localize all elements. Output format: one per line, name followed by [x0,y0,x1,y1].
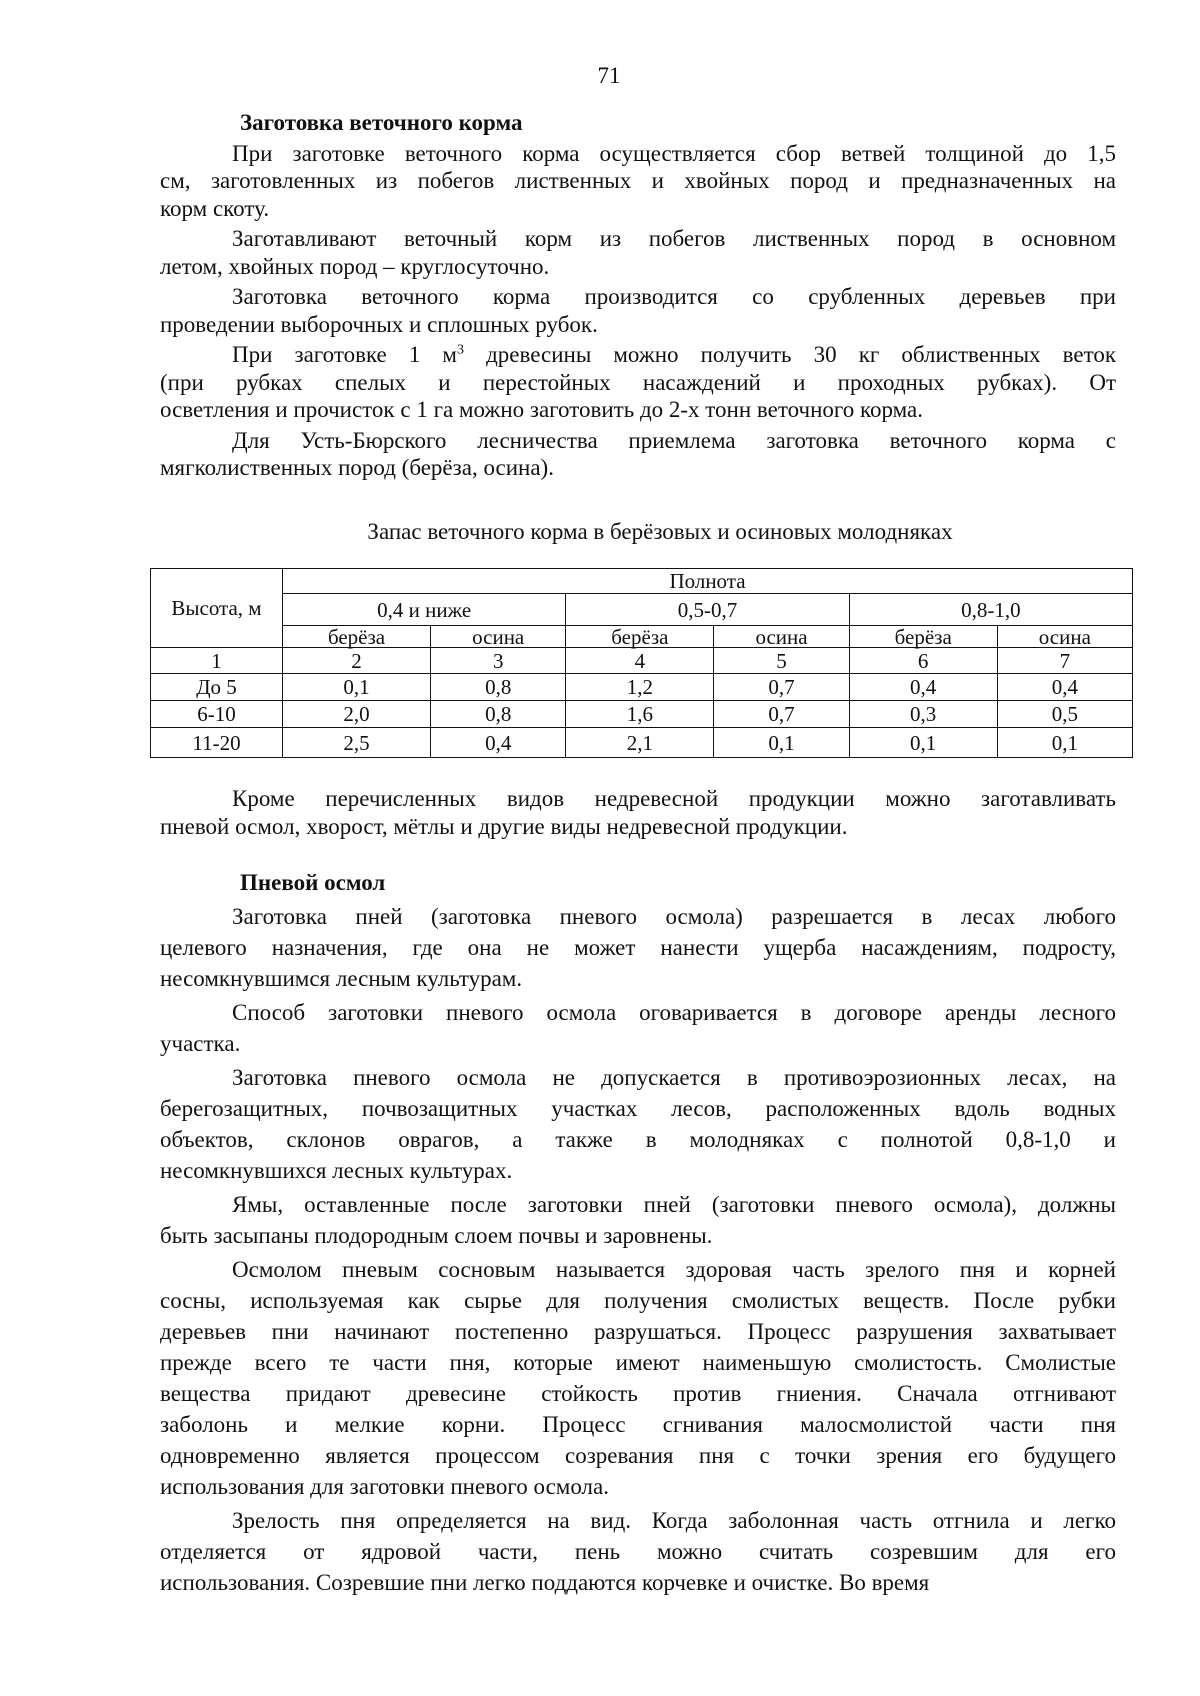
group-header: Полнота [282,568,1133,594]
species-header: берёза [281,625,432,648]
height-cell: 6-10 [150,700,283,728]
group-cell: 0,5-0,7 [565,593,850,626]
text-line: сосны, используемая как сырье для получе… [160,1288,1116,1313]
value-cell: 2,1 [565,727,715,758]
text-line: пневой осмол, хворост, мётлы и другие ви… [160,814,848,839]
value-cell: 0,7 [713,673,850,701]
value-cell: 1,6 [565,700,715,728]
paragraph: Заготовка пневого осмола не допускается … [160,1062,1116,1186]
value-cell: 0,8 [430,700,567,728]
text-line: корм скоту. [160,195,270,221]
value-cell: 0,4 [430,727,567,758]
text-line: мягколиственных пород (берёза, осина). [160,455,554,480]
species-header: осина [996,625,1134,648]
text-line: берегозащитных, почвозащитных участках л… [160,1096,1116,1121]
column-number: 3 [430,647,567,674]
value-cell: 0,4 [848,673,998,701]
text-line: При заготовке 1 м3 древесины можно получ… [232,342,1116,367]
group-cell: 0,4 и ниже [281,593,567,626]
column-number: 5 [713,647,850,674]
text-line: Осмолом пневым сосновым называется здоро… [232,1257,1116,1282]
paragraph: Заготовка веточного корма производится с… [160,283,1116,338]
value-cell: 0,8 [430,673,567,701]
text-line: Ямы, оставленные после заготовки пней (з… [232,1192,1116,1217]
text-line: несомкнувшихся лесных культурах. [160,1158,513,1183]
paragraph: Заготавливают веточный корм из побегов л… [160,225,1116,280]
text-line: Заготовка пней (заготовка пневого осмола… [232,904,1116,929]
text-line: использования. Созревшие пни легко подда… [160,1570,930,1595]
text-line: проведении выборочных и сплошных рубок. [160,311,598,337]
section-stump-resin: Пневой осмол Заготовка пней (заготовка п… [160,867,1116,1598]
text-line: Кроме перечисленных видов недревесной пр… [232,786,1116,811]
value-cell: 0,1 [713,727,850,758]
text-line: быть засыпаны плодородным слоем почвы и … [160,1223,713,1248]
species-header: берёза [565,625,715,648]
text-line: см, заготовленных из побегов лиственных … [160,168,1116,193]
text-line: объектов, склонов оврагов, а также в мол… [160,1127,1116,1152]
paragraph: При заготовке веточного корма осуществля… [160,140,1116,223]
text-line: При заготовке веточного корма осуществля… [232,140,1116,166]
text-line: использования для заготовки пневого осмо… [160,1474,609,1499]
paragraph: Зрелость пня определяется на вид. Когда … [160,1505,1116,1598]
text-line: деревьев пни начинают постепенно разруша… [160,1319,1116,1344]
text-line: заболонь и мелкие корни. Процесс сгниван… [160,1412,1116,1437]
value-cell: 0,7 [713,700,850,728]
table-row: До 5 0,1 0,8 1,2 0,7 0,4 0,4 [150,673,1134,701]
value-cell: 2,0 [281,700,432,728]
after-table-paragraph: Кроме перечисленных видов недревесной пр… [160,785,1116,841]
column-number: 4 [565,647,715,674]
paragraph: Заготовка пней (заготовка пневого осмола… [160,901,1116,994]
text-line: Для Усть-Бюрского лесничества приемлема … [232,427,1116,453]
paragraph: Осмолом пневым сосновым называется здоро… [160,1254,1116,1502]
value-cell: 0,1 [281,673,432,701]
column-number: 7 [996,647,1134,674]
branch-feed-table: Высота, м Полнота 0,4 и ниже 0,5-0,7 0,8… [150,568,1134,758]
value-cell: 0,4 [996,673,1134,701]
page-number: 71 [597,63,621,88]
table-row: 11-20 2,5 0,4 2,1 0,1 0,1 0,1 [150,727,1134,758]
row-header: Высота, м [150,568,283,648]
text-line: Заготавливают веточный корм из побегов л… [232,226,1116,251]
text-line: прежде всего те части пня, которые имеют… [160,1350,1116,1375]
species-header: осина [430,625,567,648]
table-row: 6-10 2,0 0,8 1,6 0,7 0,3 0,5 [150,700,1134,728]
text-line: Зрелость пня определяется на вид. Когда … [232,1508,1116,1533]
column-number: 1 [150,647,283,674]
value-cell: 1,2 [565,673,715,701]
value-cell: 2,5 [281,727,432,758]
paragraph: Ямы, оставленные после заготовки пней (з… [160,1189,1116,1251]
section-branch-feed: Заготовка веточного корма При заготовке … [160,109,1116,482]
value-cell: 0,5 [996,700,1134,728]
text-line: одновременно является процессом созреван… [160,1443,1116,1468]
paragraph: Способ заготовки пневого осмола оговарив… [160,997,1116,1059]
section-heading: Заготовка веточного корма [240,110,523,135]
value-cell: 0,3 [848,700,998,728]
text-line: осветления и прочисток с 1 га можно заго… [160,397,924,422]
text-line: Заготовка пневого осмола не допускается … [232,1065,1116,1090]
text-line: несомкнувшимся лесным культурам. [160,966,523,991]
column-number: 2 [281,647,432,674]
value-cell: 0,1 [996,727,1134,758]
table-caption: Запас веточного корма в берёзовых и осин… [367,519,953,544]
species-header: осина [713,625,850,648]
height-cell: До 5 [150,673,283,701]
column-number: 6 [848,647,998,674]
text-line: отделяется от ядровой части, пень можно … [160,1539,1116,1564]
paragraph: При заготовке 1 м3 древесины можно получ… [160,341,1116,424]
species-header: берёза [848,625,998,648]
text-line: целевого назначения, где она не может на… [160,935,1116,960]
text-line: (при рубках спелых и перестойных насажде… [160,369,1116,395]
text-line: вещества придают древесине стойкость про… [160,1381,1116,1406]
section-heading: Пневой осмол [240,870,386,895]
text-line: Способ заготовки пневого осмола оговарив… [232,1000,1116,1025]
value-cell: 0,1 [848,727,998,758]
text-line: участка. [160,1031,241,1056]
height-cell: 11-20 [150,727,283,758]
text-line: летом, хвойных пород – круглосуточно. [160,253,550,279]
group-cell: 0,8-1,0 [848,593,1134,626]
text-line: Заготовка веточного корма производится с… [232,284,1116,309]
paragraph: Для Усть-Бюрского лесничества приемлема … [160,427,1116,482]
